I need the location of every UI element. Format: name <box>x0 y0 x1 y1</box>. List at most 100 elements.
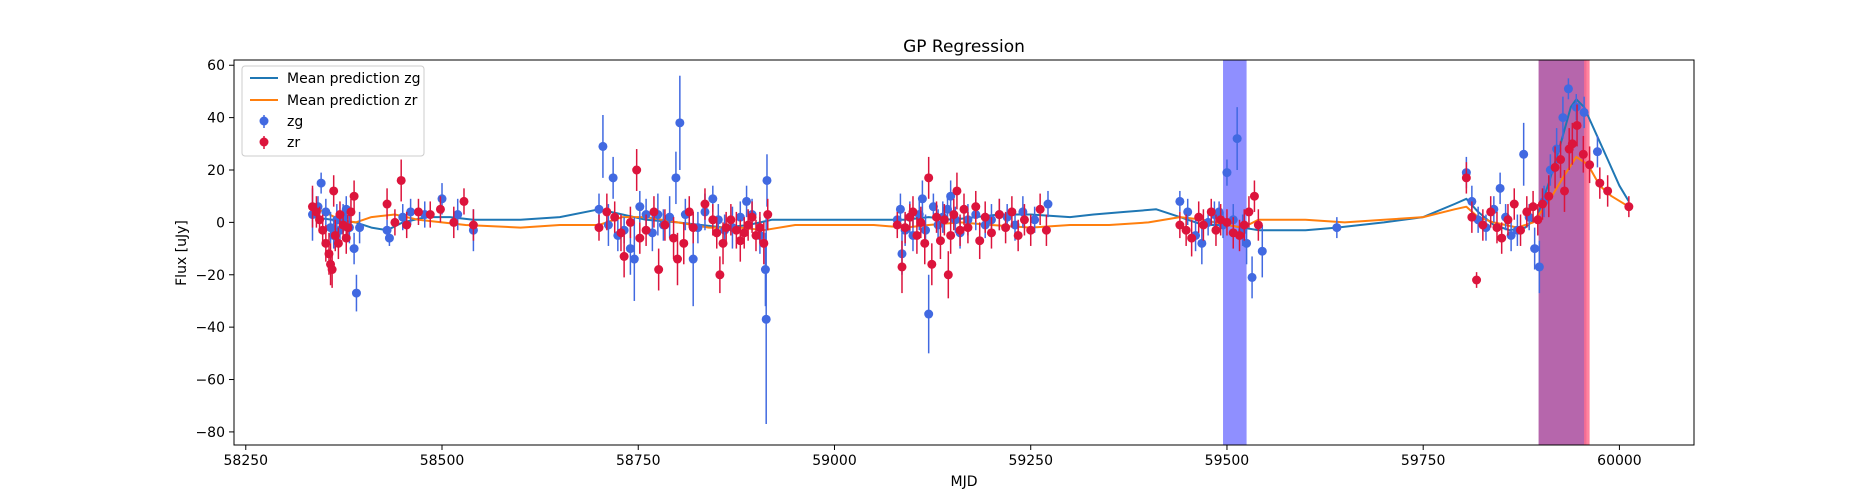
point-marker <box>355 223 365 233</box>
data-point-zg <box>762 154 772 207</box>
data-point-zr <box>726 204 736 236</box>
data-point-zr <box>1041 214 1051 246</box>
data-point-zg <box>1175 190 1185 212</box>
data-point-zr <box>390 209 400 236</box>
legend-label-zg-line: Mean prediction zg <box>287 71 421 87</box>
data-point-zg <box>635 190 645 223</box>
point-marker <box>986 228 996 238</box>
legend-box <box>241 65 425 157</box>
data-point-zr <box>413 198 423 225</box>
point-marker <box>649 207 659 217</box>
data-point-zg <box>917 180 927 218</box>
point-marker <box>1018 207 1028 217</box>
point-marker <box>327 265 337 275</box>
data-point-zg <box>349 232 359 265</box>
point-marker <box>610 212 620 222</box>
point-marker <box>665 212 675 222</box>
data-point-zr <box>1175 211 1185 239</box>
point-marker <box>735 236 745 246</box>
point-marker <box>761 314 771 324</box>
point-marker <box>1472 275 1482 285</box>
x-axis-label: MJD <box>951 474 978 490</box>
point-marker <box>1603 186 1613 196</box>
point-marker <box>943 270 953 280</box>
point-marker <box>1175 220 1185 230</box>
point-marker <box>700 199 710 209</box>
legend-label-zg: zg <box>287 114 303 130</box>
point-marker <box>980 212 990 222</box>
data-point-zr <box>1244 196 1254 228</box>
data-point-zr <box>459 188 469 215</box>
point-marker <box>1198 220 1208 230</box>
point-marker <box>924 309 934 319</box>
data-point-zg <box>355 211 365 244</box>
data-point-zg <box>1043 190 1053 218</box>
data-point-zr <box>1503 204 1513 236</box>
point-marker <box>406 207 416 217</box>
data-point-zg <box>761 214 771 425</box>
data-point-zg <box>1563 78 1573 100</box>
data-point-zg <box>321 198 331 225</box>
point-marker <box>671 173 681 183</box>
point-marker <box>735 212 745 222</box>
point-marker <box>660 220 670 230</box>
data-point-zr <box>955 214 965 246</box>
data-point-zg <box>608 156 618 199</box>
point-marker <box>437 194 447 204</box>
point-marker <box>759 238 769 248</box>
data-point-zg <box>351 274 361 312</box>
point-marker <box>425 210 435 220</box>
point-marker <box>762 175 772 185</box>
point-marker <box>1035 204 1045 214</box>
data-point-zg <box>671 151 681 205</box>
data-point-zr <box>1198 209 1208 241</box>
point-marker <box>946 191 956 201</box>
data-point-zr <box>971 190 981 223</box>
point-marker <box>1206 207 1216 217</box>
point-marker <box>975 236 985 246</box>
point-marker <box>449 217 459 227</box>
x-tick-label: 59250 <box>1008 453 1053 469</box>
data-point-zr <box>435 196 445 223</box>
legend-marker-zr <box>259 137 269 147</box>
point-marker <box>900 223 910 233</box>
point-marker <box>1007 207 1017 217</box>
point-marker <box>963 223 973 233</box>
point-marker <box>1567 139 1577 149</box>
point-marker <box>949 210 959 220</box>
data-point-zr <box>1211 214 1221 246</box>
point-marker <box>594 204 604 214</box>
data-point-zr <box>994 198 1004 231</box>
point-marker <box>349 244 359 254</box>
data-point-zg <box>1222 159 1232 186</box>
point-marker <box>763 210 773 220</box>
data-point-zr <box>980 201 990 233</box>
data-point-zr <box>625 206 635 239</box>
point-marker <box>908 207 918 217</box>
data-point-zr <box>1472 272 1482 288</box>
point-marker <box>927 259 937 269</box>
data-point-zg <box>1247 256 1257 299</box>
point-marker <box>315 215 325 225</box>
y-tick-label: 40 <box>207 111 225 127</box>
data-point-zr <box>1194 201 1204 233</box>
data-point-zr <box>1544 175 1554 218</box>
point-marker <box>629 254 639 264</box>
point-marker <box>1242 238 1252 248</box>
data-point-zr <box>900 211 910 244</box>
point-marker <box>895 204 905 214</box>
data-point-zr <box>468 209 478 241</box>
x-tick-label: 58750 <box>616 453 661 469</box>
data-point-zr <box>594 214 604 241</box>
point-marker <box>402 220 412 230</box>
point-marker <box>1222 217 1232 227</box>
point-marker <box>1001 223 1011 233</box>
point-marker <box>318 225 328 235</box>
point-marker <box>751 230 761 240</box>
data-point-zr <box>939 204 949 236</box>
point-marker <box>1579 107 1589 117</box>
point-marker <box>1026 225 1036 235</box>
point-marker <box>1552 144 1562 154</box>
data-point-zg <box>1232 107 1242 170</box>
